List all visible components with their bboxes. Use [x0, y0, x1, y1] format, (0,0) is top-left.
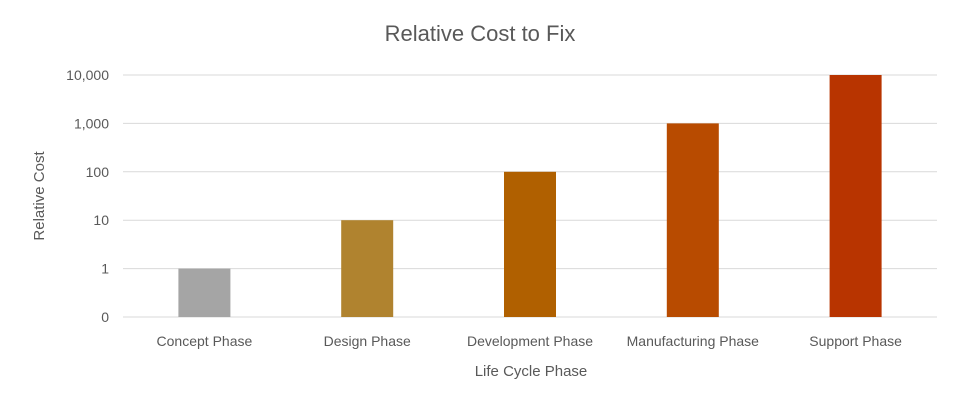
x-tick-label: Design Phase — [324, 333, 411, 349]
y-tick-label: 10,000 — [66, 67, 109, 83]
y-axis-ticks: 0 1 10 100 1,000 10,000 — [66, 67, 109, 325]
chart-title: Relative Cost to Fix — [385, 21, 576, 46]
y-tick-label: 1 — [101, 261, 109, 277]
bar-development-phase — [504, 171, 556, 317]
x-axis-ticks: Concept Phase Design Phase Development Pha… — [157, 333, 903, 349]
y-tick-label: 100 — [86, 164, 110, 180]
bar-design-phase — [341, 220, 394, 317]
x-tick-label: Support Phase — [809, 333, 902, 349]
y-tick-label: 1,000 — [74, 115, 109, 131]
bar-support-phase — [829, 75, 882, 317]
y-tick-label: 10 — [93, 212, 109, 228]
bar-concept-phase — [178, 268, 231, 317]
y-axis-label: Relative Cost — [31, 151, 48, 241]
bars — [178, 75, 882, 318]
x-tick-label: Development Phase — [467, 333, 593, 349]
x-tick-label: Concept Phase — [157, 333, 253, 349]
bar-manufacturing-phase — [666, 123, 719, 318]
x-axis-label: Life Cycle Phase — [475, 363, 588, 380]
x-tick-label: Manufacturing Phase — [627, 333, 760, 349]
y-tick-label: 0 — [101, 309, 109, 325]
